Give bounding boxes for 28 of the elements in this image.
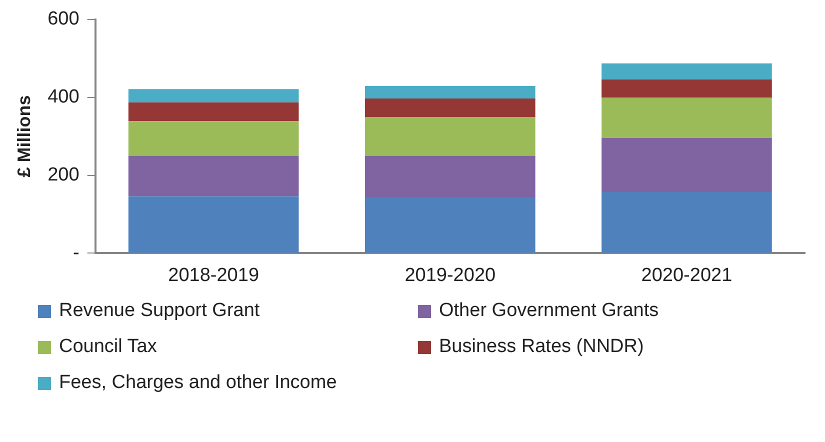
legend-label: Revenue Support Grant [59, 300, 260, 322]
bar [128, 196, 299, 253]
y-axis-title: £ Millions [14, 95, 34, 178]
bar [364, 197, 536, 253]
legend-label: Other Government Grants [439, 300, 659, 322]
bar [602, 98, 772, 138]
bar [128, 156, 299, 196]
x-tick-label: 2020-2021 [641, 264, 732, 286]
x-tick-label: 2018-2019 [168, 264, 260, 286]
y-tick-label: - [72, 242, 80, 264]
bar [364, 156, 536, 198]
bar [364, 86, 536, 99]
bar [602, 192, 772, 253]
bar [602, 63, 772, 80]
legend-label: Council Tax [59, 336, 157, 358]
bar [602, 79, 772, 98]
bar [364, 98, 536, 118]
bar [128, 89, 299, 102]
y-tick-label: 200 [48, 164, 80, 186]
bar [364, 117, 536, 156]
y-tick-label: 400 [48, 86, 80, 108]
bar [128, 121, 299, 156]
legend-label: Fees, Charges and other Income [59, 372, 337, 394]
bar [602, 138, 772, 192]
x-tick-label: 2019-2020 [404, 264, 496, 286]
legend-label: Business Rates (NNDR) [439, 336, 644, 358]
bar [128, 102, 299, 122]
y-tick-label: 600 [48, 8, 80, 30]
